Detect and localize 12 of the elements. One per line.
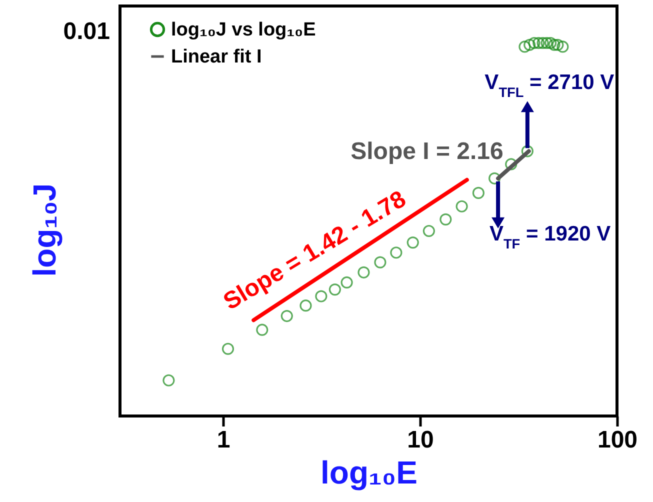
annotation: V$_{TF}$ = 1920 V [489,222,611,251]
legend-label: Linear fit I [171,46,262,68]
x-tick-label: 10 [407,426,434,454]
x-tick-label: 100 [597,426,638,454]
annotation: Slope I = 2.16 [350,138,504,165]
legend-label: log₁₀J vs log₁₀E [171,20,316,40]
x-tick-label: 1 [216,426,230,454]
y-axis-title: log₁₀J [26,183,62,277]
text: 0.01 [63,18,110,45]
x-axis-title: log₁₀E [320,454,418,490]
annotation: Slope = 1.42 - 1.78 [218,186,411,316]
annotation: V$_{TFL}$ = 2710 V [484,71,614,100]
